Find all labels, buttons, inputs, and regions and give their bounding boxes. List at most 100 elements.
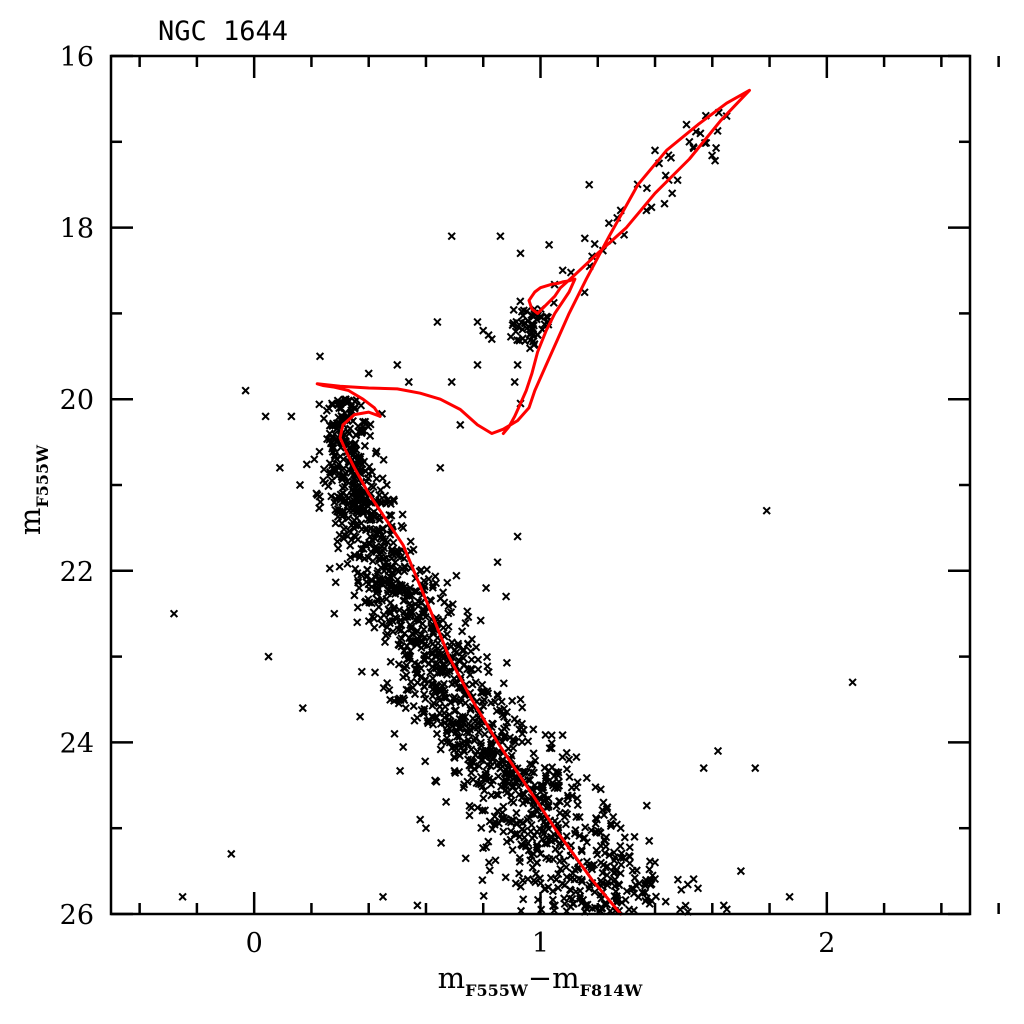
star-point [413, 670, 422, 679]
star-point [480, 806, 490, 815]
star-point [499, 712, 509, 722]
x-tick-label: 0 [246, 928, 263, 959]
star-point [521, 796, 530, 805]
star-point [582, 857, 592, 866]
star-point [442, 670, 452, 679]
star-point [526, 856, 535, 865]
star-point [511, 879, 520, 888]
star-point [531, 878, 540, 887]
star-point [518, 729, 527, 738]
star-point [389, 495, 398, 504]
star-point [264, 652, 273, 661]
star-point [562, 799, 572, 808]
star-point [310, 455, 319, 464]
star-point [374, 584, 383, 593]
star-point [372, 447, 381, 456]
star-point [367, 547, 376, 557]
star-point [595, 828, 605, 837]
star-point [341, 395, 350, 404]
star-point [428, 629, 438, 638]
star-point [461, 854, 470, 863]
star-point [360, 417, 370, 426]
star-point [529, 768, 539, 777]
star-point [327, 492, 336, 501]
star-point [420, 676, 429, 686]
star-point [447, 377, 456, 387]
star-point [353, 618, 362, 627]
star-point [606, 821, 616, 831]
star-point [508, 770, 518, 779]
star-point [427, 622, 436, 631]
star-point [590, 887, 599, 897]
star-point [558, 730, 567, 740]
star-point [502, 837, 512, 846]
star-point [473, 803, 482, 812]
star-point [477, 721, 486, 730]
star-point [413, 678, 422, 687]
star-point [453, 639, 463, 648]
star-point [474, 665, 483, 674]
star-point [457, 627, 467, 636]
x-axis-label-m1: m [438, 961, 466, 995]
star-point [409, 701, 418, 711]
star-point [372, 529, 381, 538]
star-point [454, 746, 463, 755]
star-point [384, 576, 393, 586]
star-point [710, 156, 720, 165]
star-point [298, 703, 307, 713]
star-point [538, 834, 547, 844]
star-point [548, 781, 558, 790]
star-point [350, 591, 359, 600]
star-point [707, 151, 717, 160]
star-point [400, 629, 409, 638]
star-point [379, 455, 388, 464]
star-point [596, 785, 605, 794]
star-point [492, 790, 501, 799]
star-point [337, 519, 347, 528]
star-point [319, 465, 329, 474]
star-point [481, 775, 491, 785]
star-point [661, 897, 670, 906]
star-point [354, 486, 363, 496]
star-point [412, 639, 421, 649]
star-point [364, 369, 373, 378]
star-point [382, 480, 391, 490]
star-point [424, 574, 433, 584]
star-point [616, 841, 625, 851]
star-point [500, 733, 509, 742]
star-point [599, 810, 609, 820]
star-point [378, 524, 387, 534]
star-point [392, 614, 401, 623]
star-point [428, 581, 438, 590]
star-point [333, 504, 343, 514]
star-point [451, 705, 461, 715]
star-point [332, 454, 341, 464]
star-point [518, 325, 527, 334]
star-point [673, 875, 683, 884]
star-point [466, 704, 475, 713]
star-point [467, 664, 476, 673]
star-point [361, 525, 371, 535]
star-point [404, 591, 413, 600]
star-point [350, 524, 359, 533]
star-point [480, 695, 489, 705]
star-point [544, 794, 553, 803]
star-point [419, 650, 429, 660]
star-point [521, 319, 530, 328]
star-point [577, 845, 586, 854]
star-point [334, 413, 343, 422]
star-point [484, 858, 494, 867]
star-point [504, 744, 513, 753]
star-point [463, 777, 472, 786]
star-point [372, 546, 382, 555]
star-point [442, 693, 451, 702]
star-point [606, 819, 616, 828]
star-point [480, 786, 489, 795]
star-point [472, 778, 481, 788]
star-point [375, 556, 384, 565]
star-point [558, 266, 567, 275]
star-point [287, 412, 296, 421]
star-point [460, 747, 469, 756]
star-point [493, 558, 502, 567]
star-point [641, 888, 650, 897]
